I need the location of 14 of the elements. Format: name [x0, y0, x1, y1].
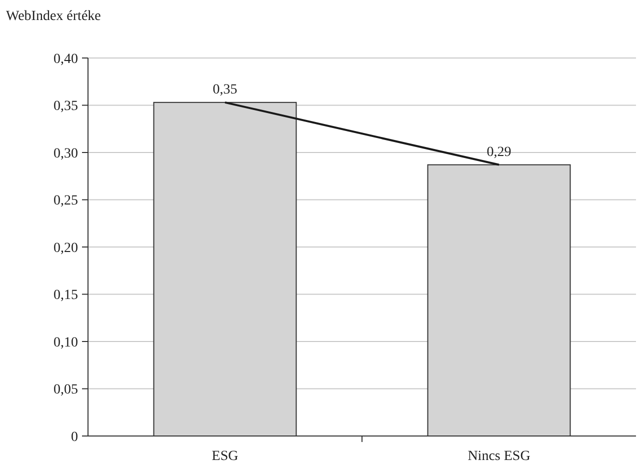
y-tick-label: 0,15 [54, 288, 78, 304]
y-tick-label: 0,05 [54, 382, 78, 398]
data-label: 0,29 [486, 144, 512, 160]
data-label: 0,35 [212, 82, 238, 98]
y-tick-label: 0,40 [54, 52, 78, 67]
y-axis-title: WebIndex értéke [6, 9, 101, 24]
x-tick-label: ESG [212, 449, 238, 464]
x-tick-label: Nincs ESG [468, 449, 530, 464]
y-tick-label: 0,10 [54, 335, 78, 350]
y-tick-label: 0,35 [54, 99, 78, 114]
y-tick-label: 0,30 [54, 146, 78, 162]
y-tick-label: 0,20 [54, 240, 78, 256]
y-tick-label: 0 [71, 430, 78, 445]
y-tick-label: 0,25 [54, 194, 78, 209]
